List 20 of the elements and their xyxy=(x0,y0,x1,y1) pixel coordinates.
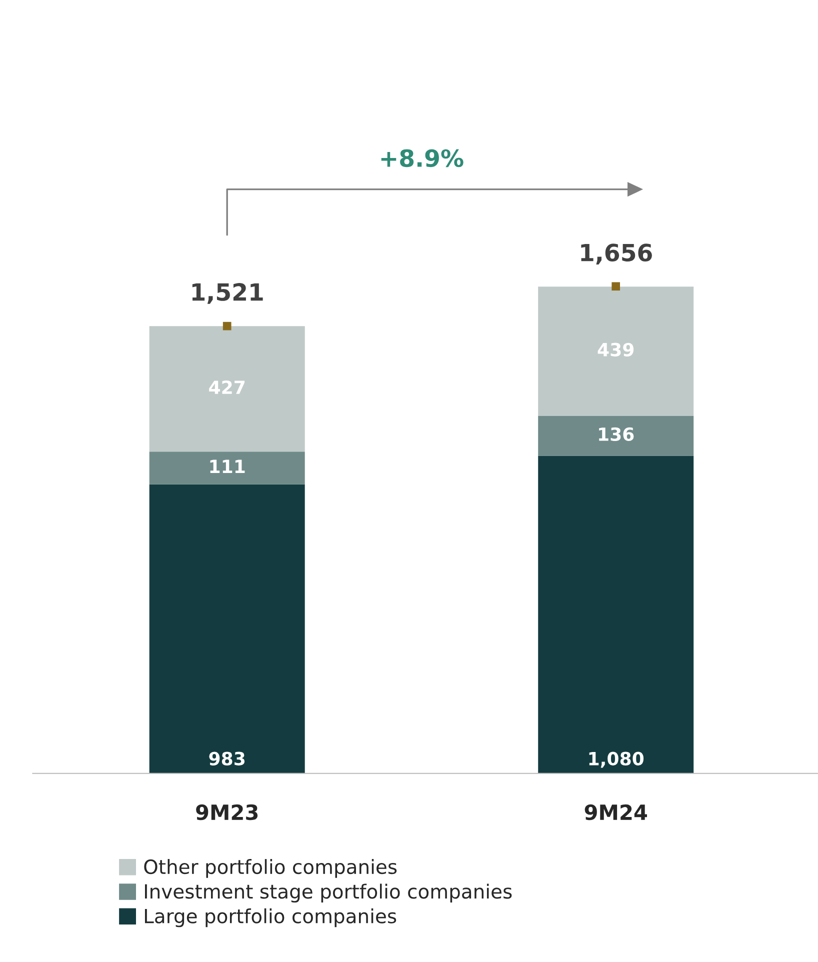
data-label: 983 xyxy=(209,752,245,766)
data-label: 439 xyxy=(598,342,634,356)
bar xyxy=(538,416,694,456)
data-label: 111 xyxy=(210,460,245,473)
x-tick-label: 9M24 xyxy=(584,804,647,820)
bar xyxy=(149,326,305,452)
legend-label: Investment stage portfolio companies xyxy=(144,884,512,903)
annotation: +8.9% xyxy=(381,149,464,168)
data-label: 427 xyxy=(209,380,245,394)
legend-label: Other portfolio companies xyxy=(144,859,397,878)
total-label: 1,521 xyxy=(192,283,263,304)
data-label: 1,080 xyxy=(589,752,644,768)
bar xyxy=(538,456,694,774)
bar xyxy=(149,452,305,484)
bar xyxy=(149,484,305,774)
total-label: 1,656 xyxy=(581,244,652,265)
x-tick-label: 9M23 xyxy=(196,804,258,820)
bar xyxy=(538,286,694,416)
data-label: 136 xyxy=(599,427,634,442)
legend-label: Large portfolio companies xyxy=(144,908,396,928)
